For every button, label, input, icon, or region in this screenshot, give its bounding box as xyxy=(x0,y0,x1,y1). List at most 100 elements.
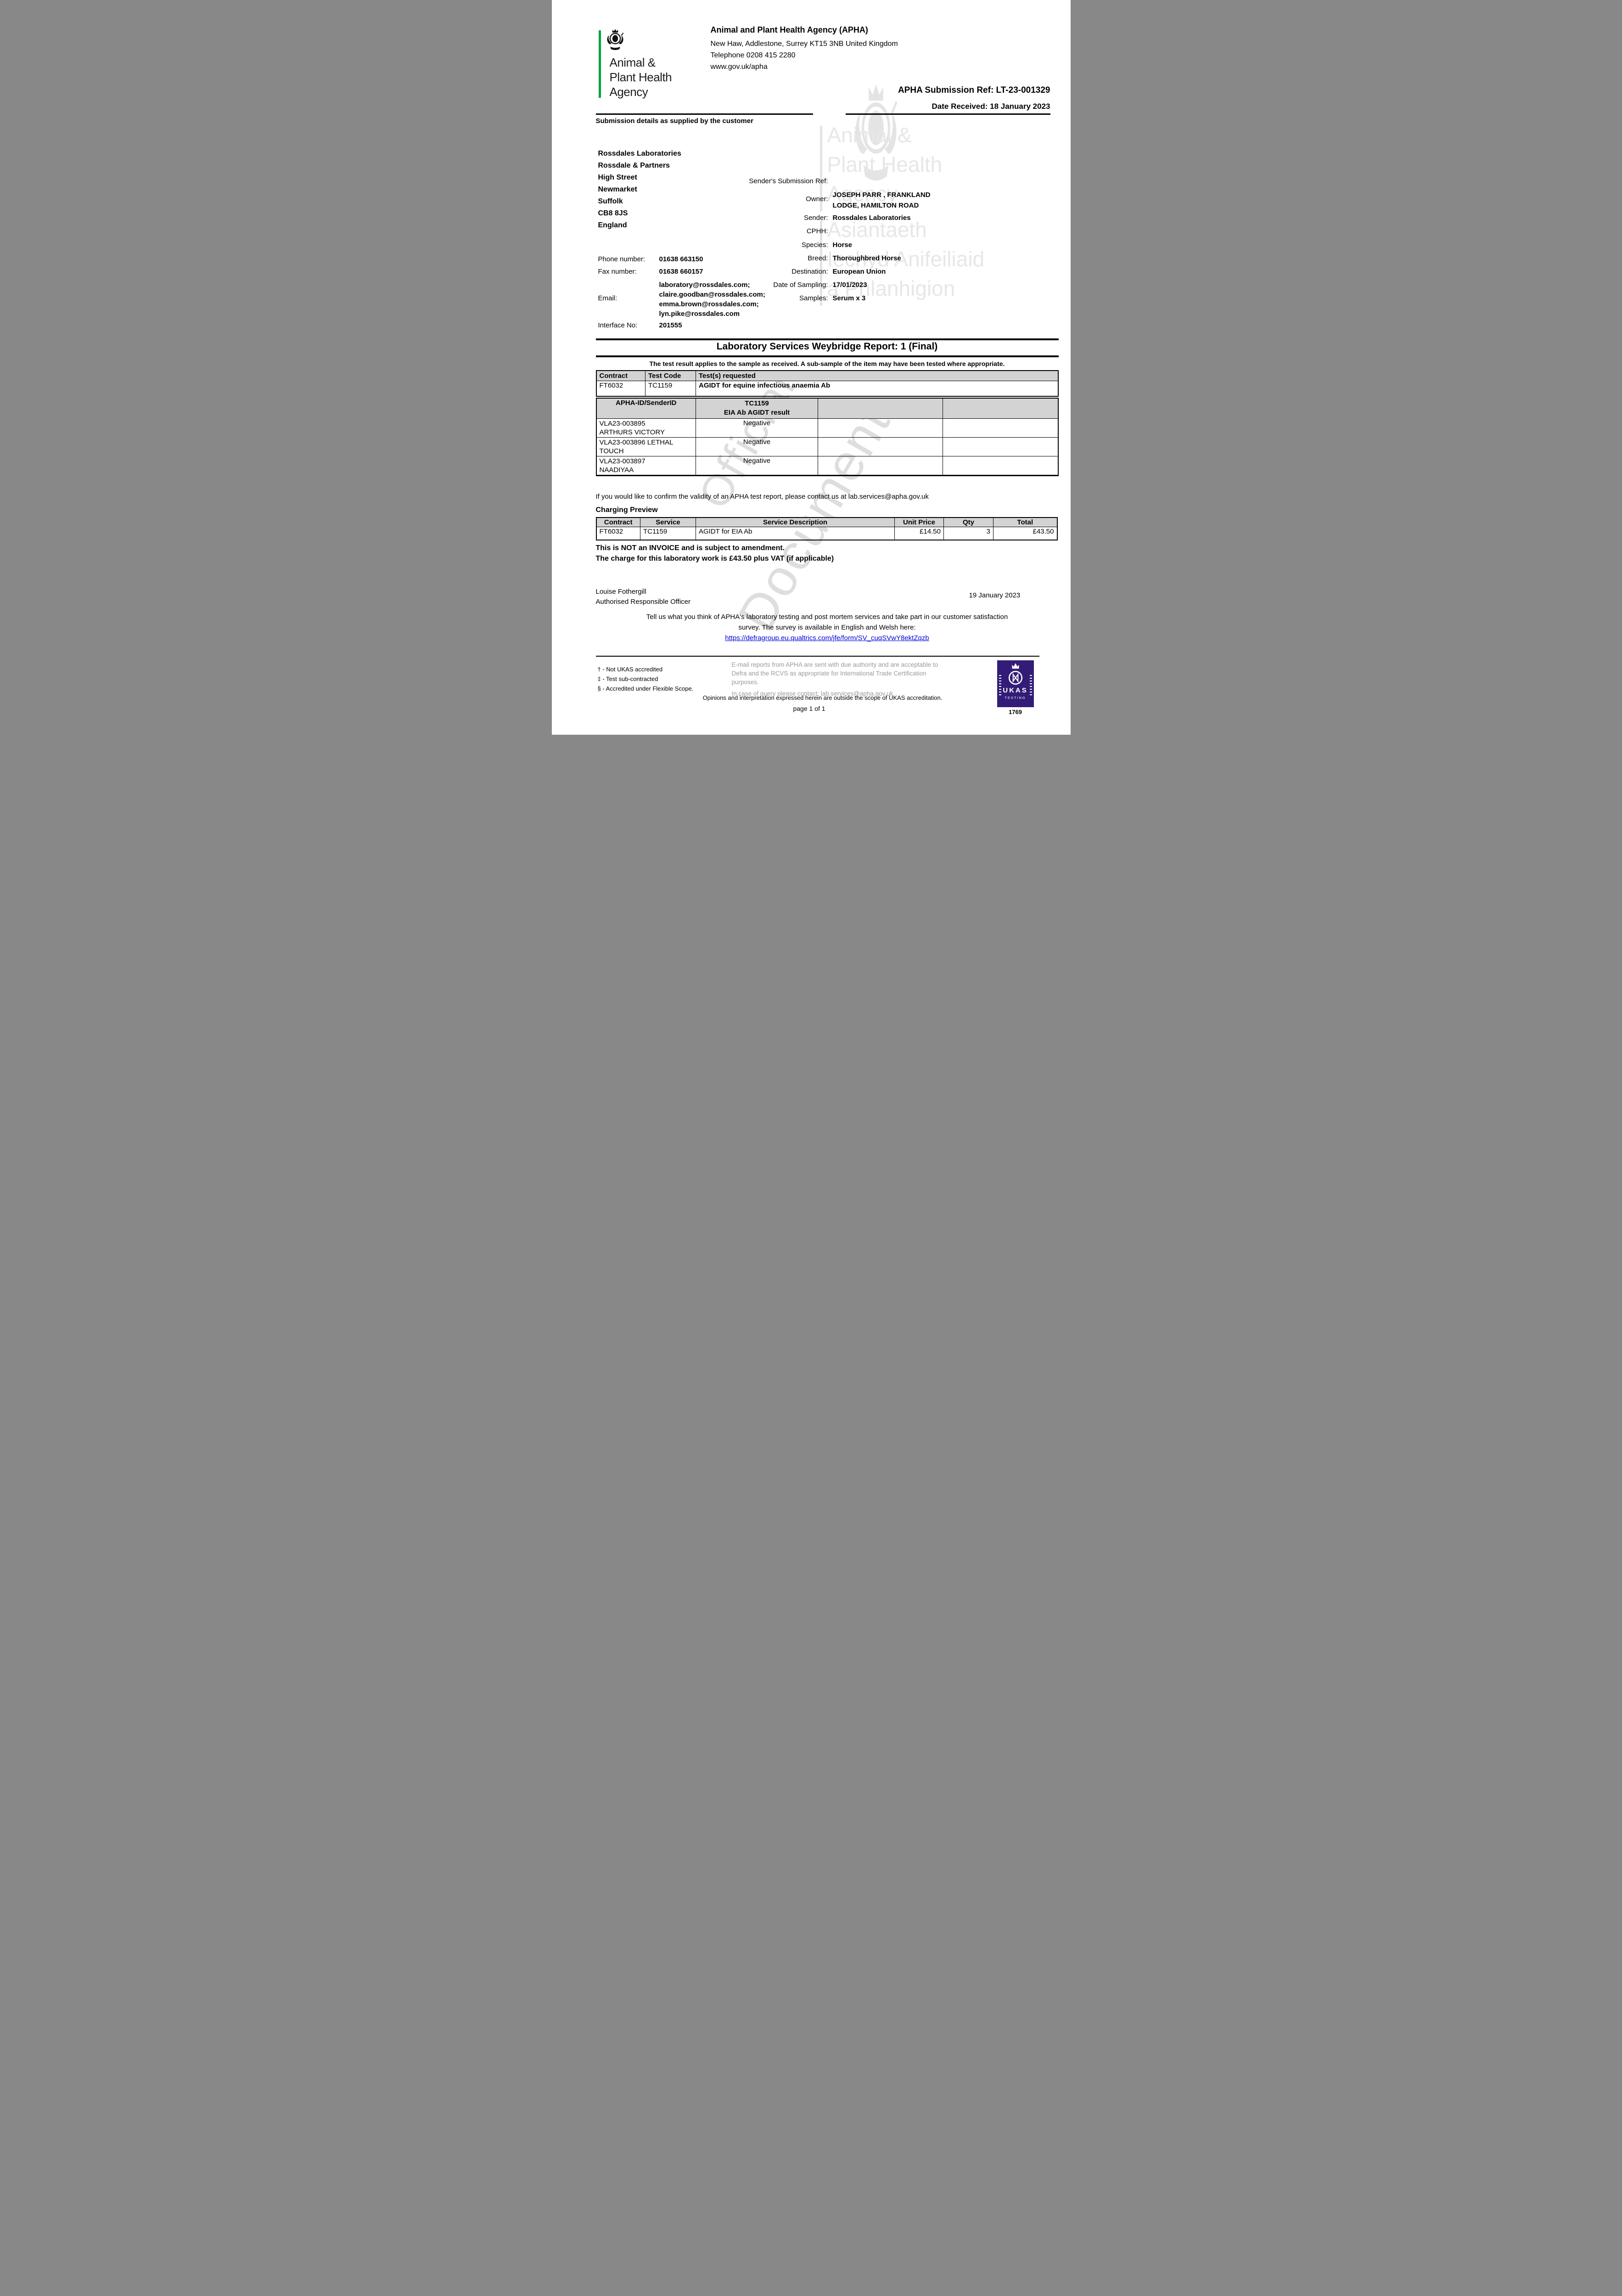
page-number: page 1 of 1 xyxy=(793,705,825,712)
results-row-value: Negative xyxy=(696,437,818,456)
ukas-emblem-icon xyxy=(1008,670,1022,685)
agency-logo-text: Animal & Plant Health Agency xyxy=(609,56,672,99)
breed-value: Thoroughbred Horse xyxy=(832,254,901,262)
charging-row-contract: FT6032 xyxy=(596,527,640,540)
charging-row-service: TC1159 xyxy=(640,527,696,540)
ukas-crown-icon xyxy=(1012,663,1019,669)
divider-right xyxy=(845,113,1050,115)
results-row-id: VLA23-003896 LETHAL TOUCH xyxy=(596,437,696,456)
agency-website: www.gov.uk/apha xyxy=(710,63,768,71)
interface-label: Interface No: xyxy=(598,321,638,329)
agency-telephone: Telephone 0208 415 2280 xyxy=(710,51,796,59)
footer-email-note: E-mail reports from APHA are sent with d… xyxy=(731,661,938,697)
email-label: Email: xyxy=(598,294,617,302)
tests-header-test-code: Test Code xyxy=(645,370,696,381)
cphh-label: CPHH: xyxy=(806,227,828,235)
results-row-value: Negative xyxy=(696,418,818,438)
tests-row-test-code: TC1159 xyxy=(645,380,696,397)
fax-value: 01638 660157 xyxy=(659,268,703,276)
invoice-note-1: This is NOT an INVOICE and is subject to… xyxy=(595,544,785,552)
results-header-id: APHA-ID/SenderID xyxy=(596,398,696,419)
date-of-sampling-value: 17/01/2023 xyxy=(832,281,867,289)
results-row-blank1 xyxy=(818,456,943,476)
agency-address: New Haw, Addlestone, Surrey KT15 3NB Uni… xyxy=(710,40,898,48)
tests-header-requested: Test(s) requested xyxy=(696,370,1058,381)
ukas-badge: UKAS TESTING xyxy=(997,660,1034,707)
results-row-blank1 xyxy=(818,437,943,456)
footer-rule xyxy=(595,656,1039,657)
watermark-logo-bar-en xyxy=(819,126,822,211)
results-row-blank2 xyxy=(943,437,1058,456)
charging-header-contract: Contract xyxy=(596,517,640,527)
validity-note: If you would like to confirm the validit… xyxy=(595,493,929,501)
ukas-ruler-left xyxy=(999,675,1001,696)
tests-requested-table: Contract Test Code Test(s) requested FT6… xyxy=(595,370,1059,397)
tests-header-contract: Contract xyxy=(596,370,645,381)
date-of-sampling-label: Date of Sampling: xyxy=(773,281,828,289)
email-values: laboratory@rossdales.com; claire.goodban… xyxy=(659,281,765,318)
phone-label: Phone number: xyxy=(598,255,645,263)
results-header-blank2 xyxy=(943,398,1058,419)
signoff-role: Authorised Responsible Officer xyxy=(595,598,691,606)
ukas-type: TESTING xyxy=(1005,696,1026,700)
report-note: The test result applies to the sample as… xyxy=(649,360,1005,367)
charging-row-description: AGIDT for EIA Ab xyxy=(696,527,895,540)
samples-label: Samples: xyxy=(799,294,828,302)
charging-header-qty: Qty xyxy=(943,517,993,527)
charging-title: Charging Preview xyxy=(595,506,658,514)
lab-report-page: Animal & Plant Health Agency Asiantaeth … xyxy=(551,0,1071,735)
results-row-id: VLA23-003895 ARTHURS VICTORY xyxy=(596,418,696,438)
charging-row-qty: 3 xyxy=(943,527,993,540)
signoff-name: Louise Fothergill xyxy=(595,588,646,596)
charging-header-service: Service xyxy=(640,517,696,527)
watermark-crest xyxy=(855,84,897,181)
charging-header-unit-price: Unit Price xyxy=(894,517,944,527)
results-row-id: VLA23-003897 NAADIYAA xyxy=(596,456,696,476)
ukas-scope-note: Opinions and interpretation expressed he… xyxy=(702,694,943,701)
results-row-value: Negative xyxy=(696,456,818,476)
title-rule-top xyxy=(595,338,1059,340)
tests-row-contract: FT6032 xyxy=(596,380,645,397)
charging-row-unit-price: £14.50 xyxy=(894,527,944,540)
owner-value: JOSEPH PARR , FRANKLAND LODGE, HAMILTON … xyxy=(832,191,931,209)
survey-link[interactable]: https://defragroup.eu.qualtrics.com/jfe/… xyxy=(725,634,929,642)
destination-label: Destination: xyxy=(791,268,828,276)
watermark-logo-bar-cy xyxy=(819,220,822,306)
divider-left xyxy=(595,113,813,115)
royal-crest-icon xyxy=(607,29,623,50)
section-title: Submission details as supplied by the cu… xyxy=(595,117,753,125)
date-received: Date Received: 18 January 2023 xyxy=(932,102,1050,111)
accreditation-notes: † - Not UKAS accredited ‡ - Test sub-con… xyxy=(597,666,694,692)
fax-label: Fax number: xyxy=(598,268,637,276)
watermark-logo-welsh: Asiantaeth Iechyd Anifeiliaid a Phlanhig… xyxy=(827,218,985,300)
results-header-blank1 xyxy=(818,398,943,419)
agency-name: Animal and Plant Health Agency (APHA) xyxy=(710,25,868,34)
ukas-name: UKAS xyxy=(1003,687,1028,694)
sender-value: Rossdales Laboratories xyxy=(832,214,911,222)
phone-value: 01638 663150 xyxy=(659,255,703,263)
submission-ref: APHA Submission Ref: LT-23-001329 xyxy=(898,85,1050,95)
signoff-date: 19 January 2023 xyxy=(969,591,1021,599)
customer-address: Rossdales Laboratories Rossdale & Partne… xyxy=(598,150,681,229)
charging-header-description: Service Description xyxy=(696,517,895,527)
watermark-logo-english: Animal & Plant Health Agency xyxy=(827,123,943,206)
ukas-ruler-right xyxy=(1029,675,1032,696)
breed-label: Breed: xyxy=(808,254,828,262)
results-header-test: TC1159 EIA Ab AGIDT result xyxy=(696,398,818,419)
charging-table: Contract Service Service Description Uni… xyxy=(595,517,1058,540)
report-title: Laboratory Services Weybridge Report: 1 … xyxy=(716,341,938,352)
interface-value: 201555 xyxy=(659,321,682,329)
senders-submission-ref-label: Sender's Submission Ref: xyxy=(749,177,828,185)
sender-label: Sender: xyxy=(803,214,828,222)
title-rule-bottom xyxy=(595,355,1059,357)
species-label: Species: xyxy=(801,241,828,249)
results-row-blank1 xyxy=(818,418,943,438)
charging-row-total: £43.50 xyxy=(993,527,1057,540)
logo-green-bar xyxy=(598,30,601,98)
invoice-note-2: The charge for this laboratory work is £… xyxy=(595,555,834,563)
charging-header-total: Total xyxy=(993,517,1057,527)
owner-label: Owner: xyxy=(806,195,828,203)
tests-row-requested: AGIDT for equine infectious anaemia Ab xyxy=(696,380,1058,397)
species-value: Horse xyxy=(832,241,853,249)
ukas-number: 1769 xyxy=(1009,709,1022,715)
